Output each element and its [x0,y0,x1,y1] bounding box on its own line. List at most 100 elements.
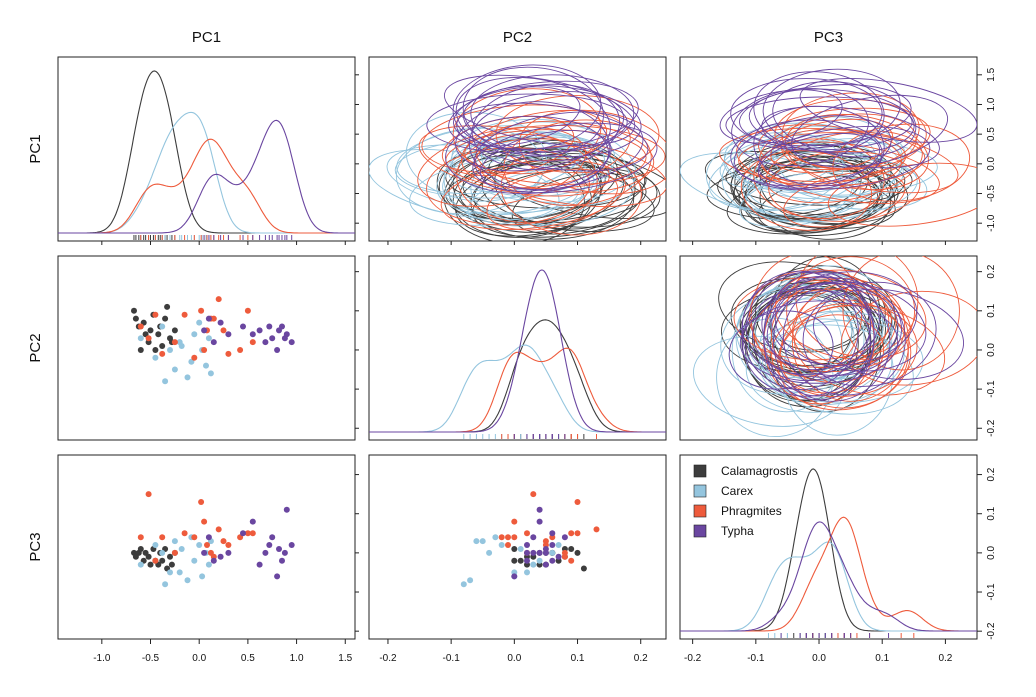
ellipse-typha [480,130,612,192]
point-carex [498,542,505,548]
point-phragmites [198,499,205,505]
ellipse-calamagrostis [445,148,647,209]
point-typha [266,323,273,330]
column-title-PC3: PC3 [814,29,843,46]
ellipse-typha [455,77,611,162]
ellipse-typha [761,106,940,169]
ellipse-phragmites [777,305,912,411]
point-carex [167,569,173,576]
point-calamagrostis [145,553,152,560]
column-title-PC1: PC1 [192,29,221,46]
point-typha [536,506,543,513]
legend: Calamagrostis Carex Phragmites Typha [693,464,798,538]
x-tick-label-PC1: 1.5 [338,653,352,664]
ellipse-typha [771,271,918,366]
point-typha [524,557,530,564]
density-curve-calamagrostis [58,70,355,234]
y-tick-label-PC1: 1.0 [986,97,997,111]
point-carex [492,534,499,541]
point-typha [205,315,212,322]
x-tick-label-PC3: 0.2 [938,653,952,664]
ellipse-phragmites [461,109,631,189]
density-curve-typha [680,521,977,632]
density-curve-carex [58,111,355,234]
point-phragmites [244,307,251,314]
ellipse-typha [452,64,602,151]
point-typha [274,573,281,580]
x-tick-label-PC2: -0.1 [443,653,461,664]
point-phragmites [171,549,178,556]
point-phragmites [210,315,217,322]
point-phragmites [145,335,152,342]
point-typha [274,347,281,353]
point-calamagrostis [159,343,166,349]
point-carex [205,561,212,568]
y-tick-label-PC1: 1.5 [986,67,997,81]
point-carex [152,354,159,361]
point-typha [279,323,285,330]
point-typha [262,549,269,556]
y-tick-label-PC3: 0.2 [986,467,997,481]
ellipse-typha [728,310,834,390]
panel-PC1-PC1 [57,56,356,242]
ellipse-typha [739,84,912,147]
point-phragmites [524,530,530,537]
point-typha [281,549,288,556]
y-tick-label-PC2: 0.1 [986,303,997,317]
ellipse-typha [471,83,621,171]
point-calamagrostis [511,546,518,552]
legend-label-carex: Carex [721,484,753,498]
point-calamagrostis [574,549,581,556]
point-typha [249,331,256,338]
point-phragmites [159,350,166,357]
point-phragmites [137,323,144,330]
y-tick-label-PC2: 0.0 [986,343,997,357]
point-typha [536,518,543,525]
point-calamagrostis [171,327,178,334]
point-carex [184,374,191,381]
point-carex [207,370,214,377]
x-tick-label-PC3: 0.0 [812,653,826,664]
point-typha [201,327,208,334]
density-curve-calamagrostis [369,319,666,433]
x-tick-label-PC3: -0.2 [684,653,702,664]
ellipse-typha [782,280,906,396]
point-phragmites [152,557,159,564]
point-typha [276,546,282,552]
x-tick-label-PC3: 0.1 [875,653,889,664]
point-phragmites [249,339,256,346]
ellipse-typha [757,132,881,189]
point-calamagrostis [164,303,171,310]
ellipse-typha [472,122,658,194]
point-typha [269,534,276,541]
row-title-PC3: PC3 [27,532,44,561]
x-tick-label-PC2: 0.1 [571,653,585,664]
point-calamagrostis [159,557,166,564]
point-typha [225,549,232,556]
point-carex [467,577,474,584]
point-carex [137,561,144,568]
panel-PC2-PC1 [57,255,356,441]
x-tick-label-PC3: -0.1 [747,653,765,664]
point-typha [536,549,543,556]
ellipse-typha [799,78,977,143]
point-phragmites [244,530,251,537]
ellipse-typha [739,300,899,384]
point-typha [549,530,556,537]
point-carex [162,581,169,588]
y-tick-label-PC2: -0.1 [986,380,997,398]
ellipse-typha [470,74,635,153]
point-typha [269,335,276,342]
point-typha [524,542,530,548]
point-phragmites [593,526,600,533]
point-carex [536,557,543,564]
point-calamagrostis [162,315,169,322]
y-tick-label-PC3: 0.0 [986,545,997,559]
point-calamagrostis [137,347,144,353]
y-tick-label-PC1: -0.5 [986,184,997,202]
ellipse-typha [753,71,885,153]
point-carex [162,378,169,385]
point-typha [549,557,556,564]
ellipse-phragmites [418,125,610,197]
